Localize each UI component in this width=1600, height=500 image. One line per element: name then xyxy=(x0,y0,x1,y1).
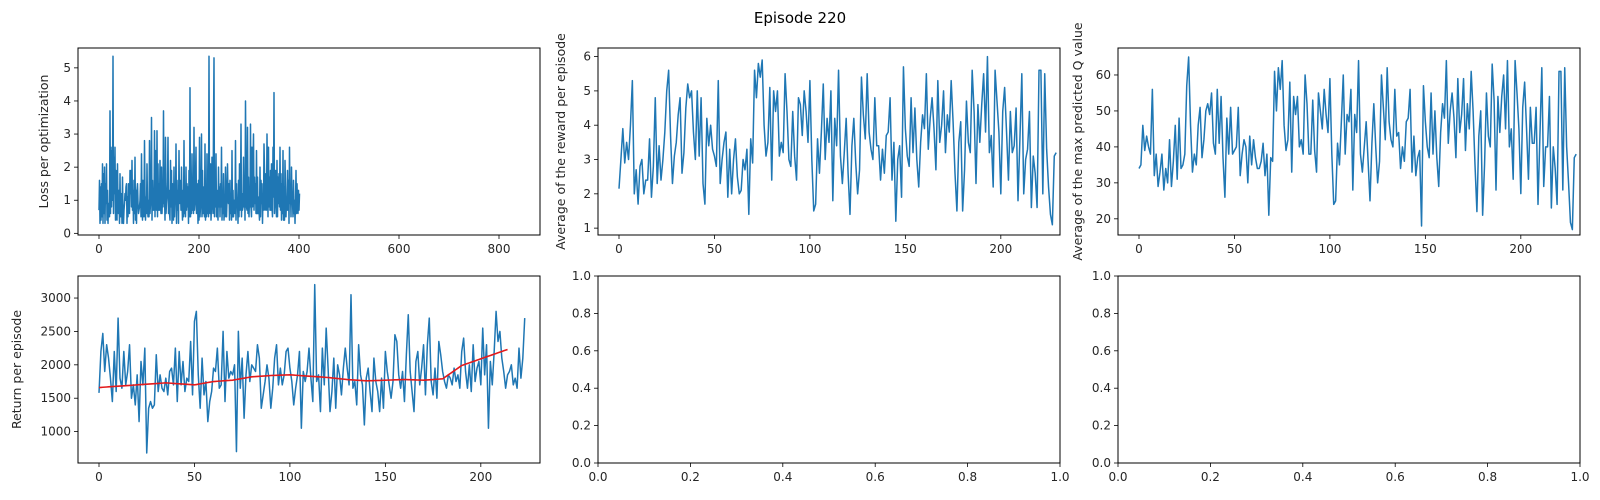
y-tick-label: 50 xyxy=(1096,104,1111,118)
y-tick-label: 0 xyxy=(63,226,71,240)
x-tick-label: 200 xyxy=(1509,242,1532,256)
x-tick-label: 200 xyxy=(989,242,1012,256)
axes-frame xyxy=(597,47,1061,236)
series-line-1 xyxy=(618,55,1057,226)
x-tick-label: 100 xyxy=(278,470,301,484)
x-tick-label: 200 xyxy=(188,242,211,256)
y-tick-label: 5 xyxy=(63,61,71,75)
y-axis-label: Return per episode xyxy=(9,310,24,429)
x-tick-label: 200 xyxy=(469,470,492,484)
y-tick-label: 0.4 xyxy=(1092,381,1111,395)
x-tick-label: 0.2 xyxy=(681,470,700,484)
x-tick-label: 0 xyxy=(95,470,103,484)
x-tick-label: 150 xyxy=(894,242,917,256)
y-tick-label: 20 xyxy=(1096,212,1111,226)
axes-frame xyxy=(1117,47,1581,236)
x-tick-label: 0.6 xyxy=(1386,470,1405,484)
y-tick-label: 6 xyxy=(583,50,591,64)
panel-empty-a: 0.0 0.2 0.4 0.6 0.8 1.0 0.0 0.2 0.4 0.6 0.8 1.0 xyxy=(572,269,1070,484)
panel-reward: 0 50 100 150 200 1 2 3 4 5 6 Average of the reward … xyxy=(553,33,1061,256)
x-tick-label: 0 xyxy=(615,242,623,256)
y-tick-label: 40 xyxy=(1096,140,1111,154)
y-tick-label: 60 xyxy=(1096,68,1111,82)
x-tick-label: 100 xyxy=(798,242,821,256)
x-tick-label: 100 xyxy=(1318,242,1341,256)
y-tick-label: 30 xyxy=(1096,176,1111,190)
y-tick-label: 2500 xyxy=(40,324,71,338)
x-tick-label: 600 xyxy=(388,242,411,256)
x-tick-label: 0.8 xyxy=(958,470,977,484)
y-tick-label: 0.8 xyxy=(572,306,591,320)
y-tick-label: 0.8 xyxy=(1092,306,1111,320)
x-tick-label: 800 xyxy=(488,242,511,256)
x-tick-label: 0.0 xyxy=(1108,470,1127,484)
x-tick-label: 150 xyxy=(1414,242,1437,256)
y-axis-label: Loss per optimization xyxy=(36,75,51,209)
y-tick-label: 4 xyxy=(583,118,591,132)
x-tick-label: 1.0 xyxy=(1570,470,1589,484)
y-tick-label: 4 xyxy=(63,94,71,108)
y-tick-label: 1000 xyxy=(40,425,71,439)
y-tick-label: 2 xyxy=(583,187,591,201)
axes-frame xyxy=(1117,275,1581,464)
x-tick-label: 50 xyxy=(707,242,722,256)
y-tick-label: 0.2 xyxy=(572,419,591,433)
axes-frame xyxy=(77,275,541,464)
y-tick-label: 1.0 xyxy=(1092,269,1111,283)
x-tick-label: 0 xyxy=(1135,242,1143,256)
figure-suptitle: Episode 220 xyxy=(754,9,846,27)
x-tick-label: 50 xyxy=(1227,242,1242,256)
panel-empty-b: 0.0 0.2 0.4 0.6 0.8 1.0 0.0 0.2 0.4 0.6 0.8 1.0 xyxy=(1092,269,1590,484)
series-line-1 xyxy=(1138,56,1577,231)
x-tick-label: 0.2 xyxy=(1201,470,1220,484)
axes-frame xyxy=(77,47,541,236)
x-tick-label: 400 xyxy=(288,242,311,256)
x-tick-label: 0 xyxy=(95,242,103,256)
y-axis-label: Average of the reward per episode xyxy=(553,33,568,250)
x-tick-label: 0.4 xyxy=(773,470,792,484)
x-tick-label: 0.0 xyxy=(588,470,607,484)
panel-q-value: 0 50 100 150 200 20 30 40 50 60 Average of the max… xyxy=(1070,22,1581,261)
y-tick-label: 0.4 xyxy=(572,381,591,395)
x-tick-label: 50 xyxy=(187,470,202,484)
x-tick-label: 150 xyxy=(374,470,397,484)
y-tick-label: 5 xyxy=(583,84,591,98)
y-tick-label: 1500 xyxy=(40,391,71,405)
panel-loss: 0 200 400 600 800 0 1 2 3 4 5 Loss per optimization xyxy=(36,47,541,256)
y-tick-label: 3000 xyxy=(40,291,71,305)
y-tick-label: 1 xyxy=(583,221,591,235)
y-axis-label: Average of the max predicted Q value xyxy=(1070,22,1085,261)
x-tick-label: 1.0 xyxy=(1050,470,1069,484)
y-tick-label: 1.0 xyxy=(572,269,591,283)
y-tick-label: 3 xyxy=(63,127,71,141)
y-tick-label: 0.0 xyxy=(1092,456,1111,470)
series-line-2 xyxy=(98,348,508,389)
y-tick-label: 0.6 xyxy=(1092,344,1111,358)
panel-return: 0 50 100 150 200 1000 1500 2000 2500 3000 Return p… xyxy=(9,275,541,484)
x-tick-label: 0.8 xyxy=(1478,470,1497,484)
axes-frame xyxy=(597,275,1061,464)
x-tick-label: 0.6 xyxy=(866,470,885,484)
y-tick-label: 1 xyxy=(63,193,71,207)
y-tick-label: 2 xyxy=(63,160,71,174)
y-tick-label: 0.0 xyxy=(572,456,591,470)
y-tick-label: 2000 xyxy=(40,358,71,372)
y-tick-label: 3 xyxy=(583,153,591,167)
y-tick-label: 0.2 xyxy=(1092,419,1111,433)
y-tick-label: 0.6 xyxy=(572,344,591,358)
x-tick-label: 0.4 xyxy=(1293,470,1312,484)
series-line-1 xyxy=(98,55,301,225)
